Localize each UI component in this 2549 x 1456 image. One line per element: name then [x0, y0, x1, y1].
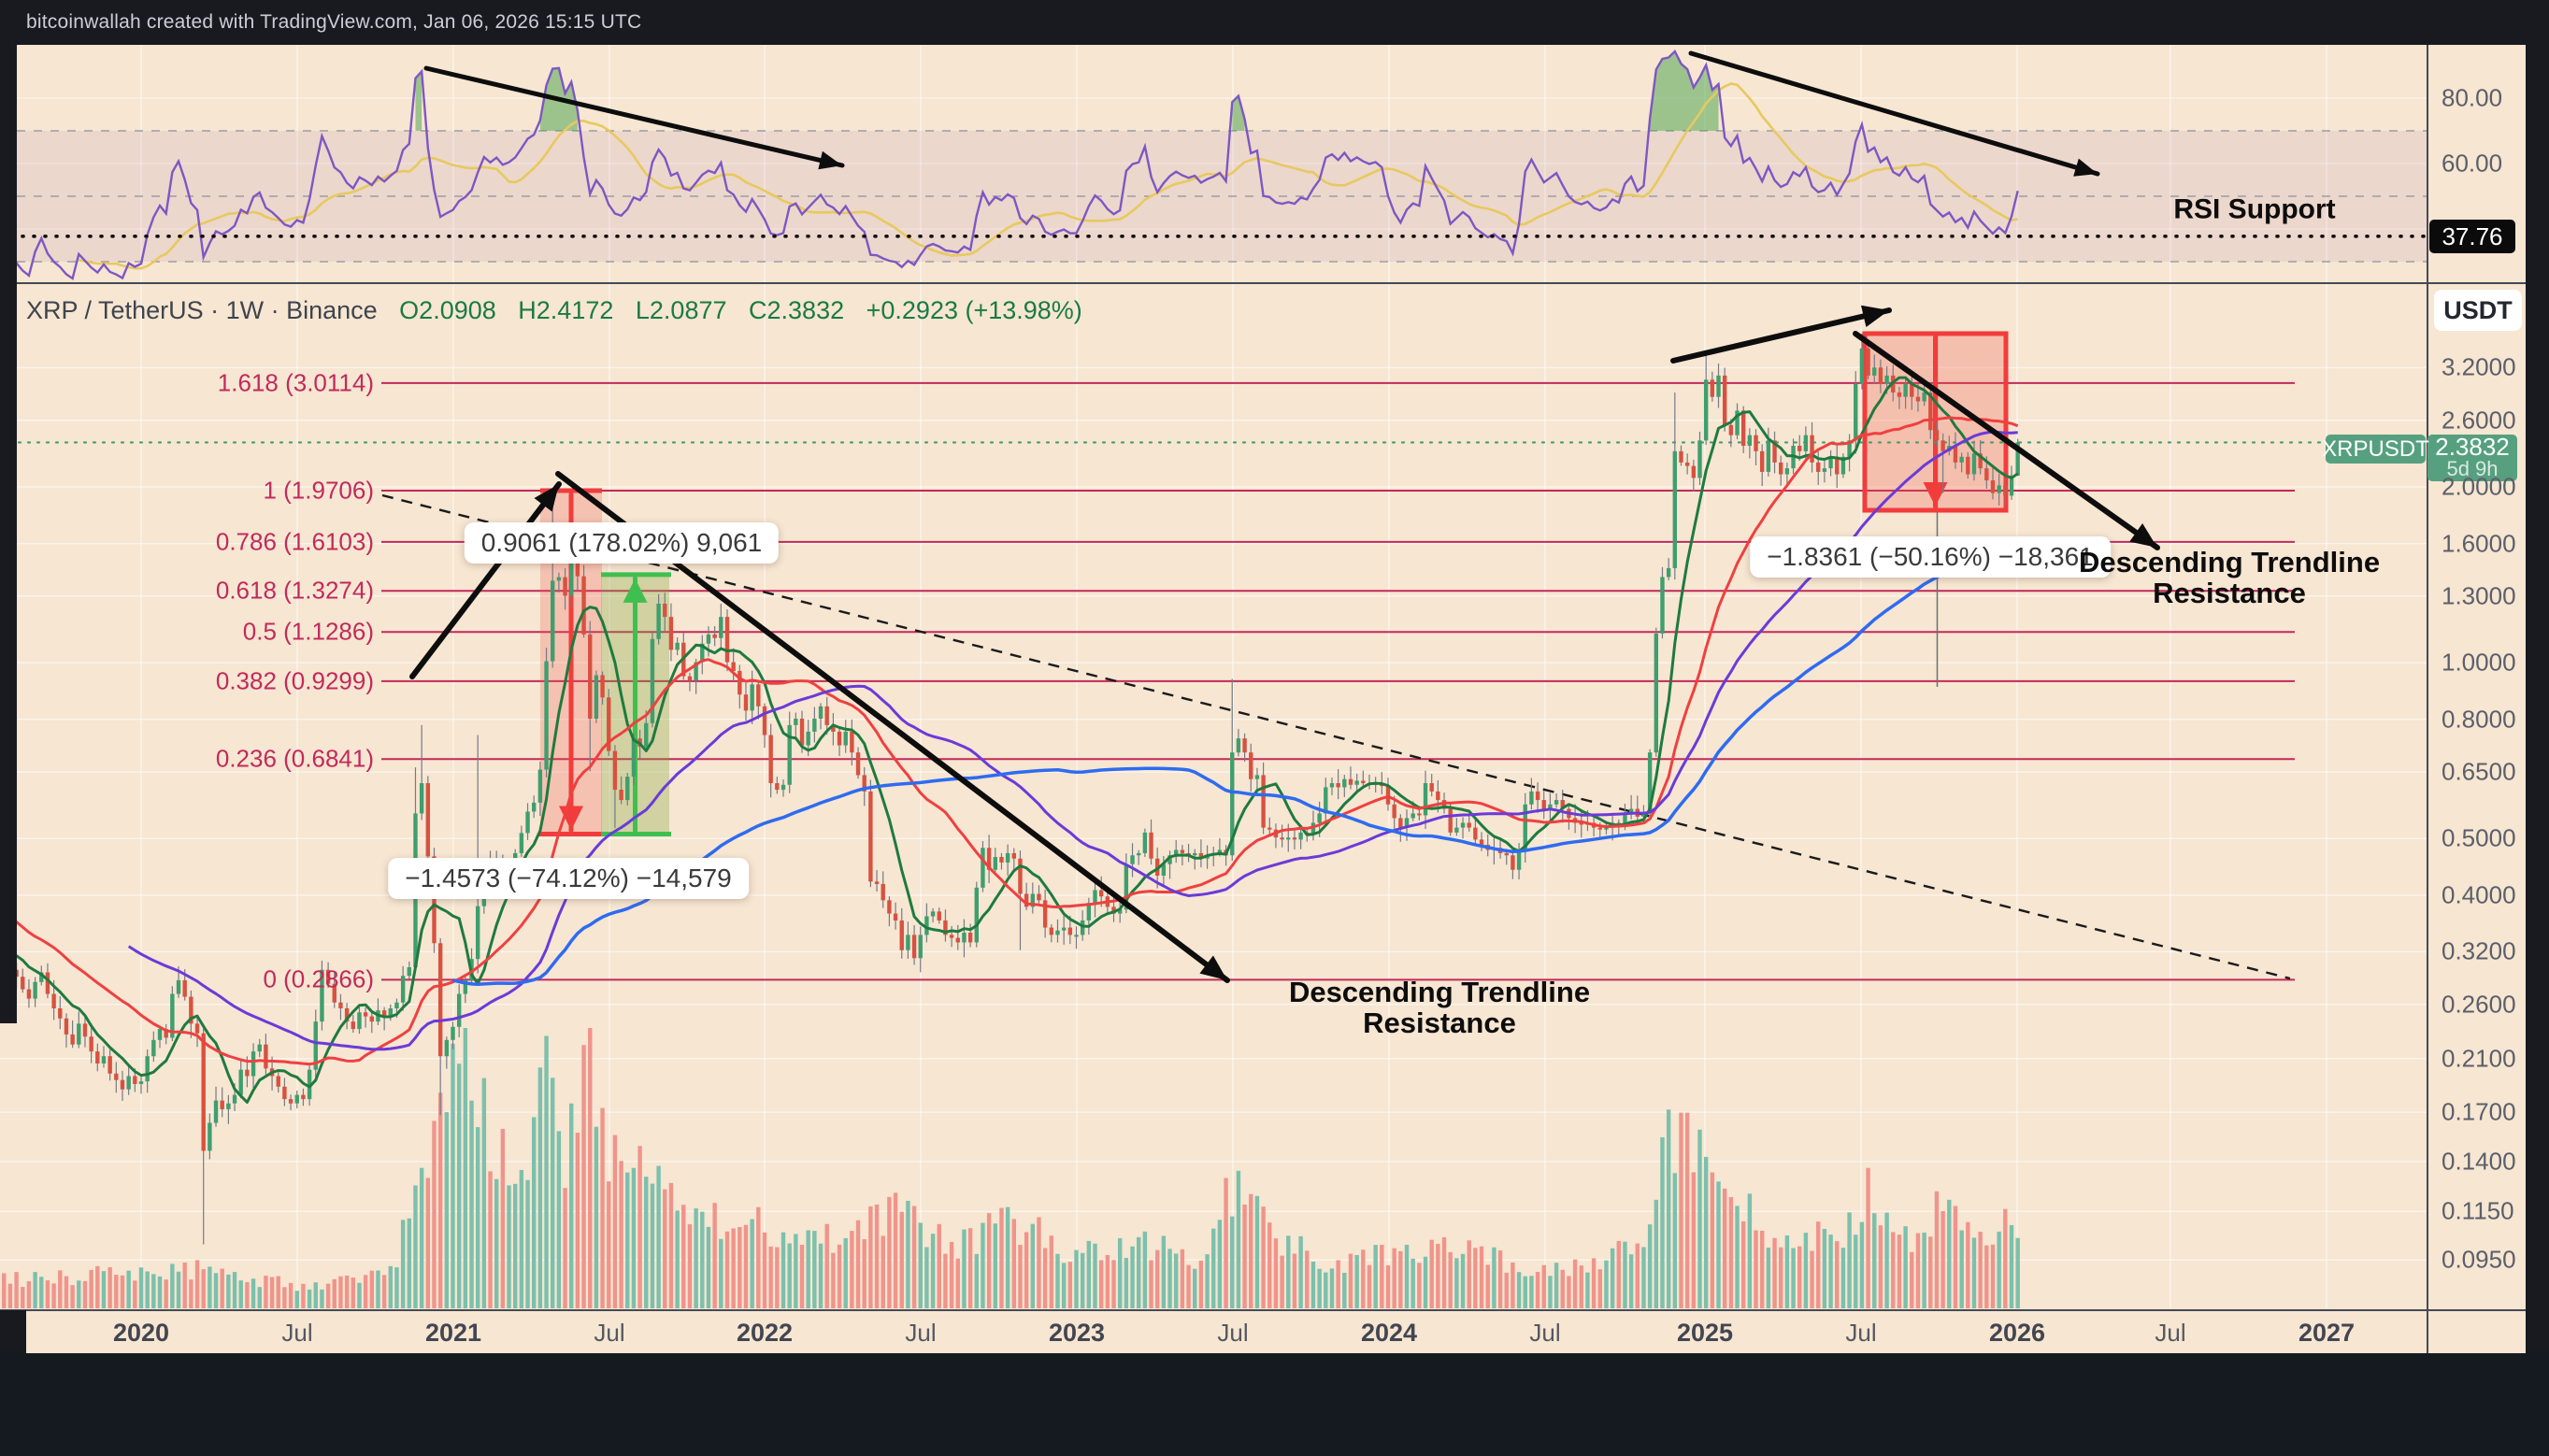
- descending-trendline-text-mid: Descending Trendline Resistance: [1289, 977, 1590, 1038]
- volume-bars: [2, 1028, 2020, 1308]
- attribution-text: bitcoinwallah created with TradingView.c…: [26, 11, 642, 33]
- right-edge-strip: [2526, 45, 2549, 1353]
- descending-trendline-text-right-line2: Resistance: [2153, 577, 2306, 609]
- x-axis-year-label[interactable]: 2026: [1988, 1319, 2046, 1347]
- main-pane: [0, 331, 2429, 981]
- price-scale-tick: 0.1400: [2442, 1147, 2516, 1176]
- x-axis-month-label[interactable]: Jul: [905, 1319, 937, 1347]
- rsi-pane: [0, 49, 2429, 280]
- fib-level-label: 0 (0.2866): [263, 964, 374, 993]
- x-axis-year-label[interactable]: 2025: [1676, 1319, 1734, 1347]
- ohlc-high: H2.4172: [518, 296, 614, 324]
- measure-label-up-2021[interactable]: 0.9061 (178.02%) 9,061: [464, 522, 780, 564]
- rsi-value-badge: 37.76: [2429, 220, 2515, 253]
- ma-52: [127, 430, 2018, 1051]
- x-axis-month-label[interactable]: Jul: [1217, 1319, 1249, 1347]
- measure-label-down-2025[interactable]: −1.8361 (−50.16%) −18,361: [1750, 536, 2111, 578]
- price-scale-tick: 0.5000: [2442, 823, 2516, 852]
- fib-level-label: 0.618 (1.3274): [215, 576, 374, 605]
- x-axis-year-label[interactable]: 2027: [2298, 1319, 2356, 1347]
- fib-level-label: 1 (1.9706): [263, 476, 374, 505]
- ohlc-change: +0.2923 (+13.98%): [866, 296, 1082, 324]
- price-scale-tick: 0.3200: [2442, 936, 2516, 965]
- symbol-title[interactable]: XRP / TetherUS · 1W · Binance: [26, 296, 378, 324]
- price-scale-tick: 0.6500: [2442, 757, 2516, 786]
- trendline-arrows: [409, 305, 2160, 983]
- x-axis-month-label[interactable]: Jul: [1529, 1319, 1561, 1347]
- price-scale-tick: 3.2000: [2442, 352, 2516, 381]
- left-edge-strip: [0, 45, 17, 1023]
- x-axis-year-label[interactable]: 2023: [1048, 1319, 1106, 1347]
- descending-trendline-text-right: Descending Trendline Resistance: [2079, 547, 2380, 608]
- last-price-value: 2.3832: [2435, 433, 2510, 461]
- price-scale-tick: 0.1150: [2442, 1196, 2514, 1225]
- rsi-scale-tick: 80.00: [2442, 83, 2503, 112]
- ma-26: [3, 416, 2019, 1066]
- x-axis-year-label[interactable]: 2024: [1360, 1319, 1418, 1347]
- descending-trendline-text-mid-line1: Descending Trendline: [1288, 976, 1591, 1008]
- bar-countdown: 5d 9h: [2446, 457, 2499, 480]
- ohlc-open: O2.0908: [399, 296, 496, 324]
- price-scale-tick: 1.6000: [2442, 529, 2516, 558]
- price-scale-tick: 0.1700: [2442, 1097, 2516, 1126]
- fib-level-label: 0.382 (0.9299): [215, 666, 374, 695]
- price-scale-tick: 2.0000: [2442, 472, 2516, 501]
- measure-label-down-2021[interactable]: −1.4573 (−74.12%) −14,579: [388, 858, 749, 899]
- currency-toggle-button[interactable]: USDT: [2434, 290, 2522, 331]
- descending-trendline-text-right-line1: Descending Trendline: [2078, 546, 2381, 578]
- rsi-scale-tick: 60.00: [2442, 149, 2503, 178]
- price-scale-tick: 0.0950: [2442, 1245, 2516, 1274]
- bottom-brand-bar: TradingView: [0, 1353, 2549, 1456]
- price-scale-tick: 0.2600: [2442, 990, 2516, 1019]
- last-price-badge[interactable]: 2.3832 5d 9h: [2427, 435, 2517, 481]
- price-scale-tick: 1.0000: [2442, 648, 2516, 677]
- ma-8: [4, 376, 2019, 1104]
- ma-104: [452, 542, 2019, 987]
- symbol-header: XRP / TetherUS · 1W · Binance O2.0908 H2…: [26, 296, 1082, 325]
- top-attribution-bar: bitcoinwallah created with TradingView.c…: [0, 0, 2549, 45]
- axis-corner-block: [0, 1310, 26, 1353]
- fib-level-label: 0.236 (0.6841): [215, 744, 374, 773]
- price-scale-tick: 0.4000: [2442, 880, 2516, 909]
- price-scale-tick: 2.6000: [2442, 406, 2516, 435]
- symbol-price-label: XRPUSDT: [2322, 435, 2429, 464]
- x-axis-month-label[interactable]: Jul: [1845, 1319, 1877, 1347]
- ohlc-low: L2.0877: [635, 296, 727, 324]
- x-axis-year-label[interactable]: 2021: [424, 1319, 482, 1347]
- pane-separators: [0, 45, 2549, 1353]
- moving-averages: [3, 376, 2019, 1104]
- candles: [2, 333, 2020, 1245]
- price-scale-tick: 0.2100: [2442, 1044, 2516, 1073]
- fib-level-label: 0.5 (1.1286): [242, 617, 374, 646]
- x-axis-month-label[interactable]: Jul: [281, 1319, 313, 1347]
- price-scale-tick: 1.3000: [2442, 581, 2516, 610]
- price-scale-tick: 0.8000: [2442, 705, 2516, 734]
- fib-level-label: 0.786 (1.6103): [215, 527, 374, 556]
- x-axis-year-label[interactable]: 2022: [736, 1319, 794, 1347]
- x-axis-month-label[interactable]: Jul: [2155, 1319, 2186, 1347]
- descending-trendline-text-mid-line2: Resistance: [1363, 1006, 1516, 1039]
- rsi-support-label: RSI Support: [2173, 193, 2336, 225]
- x-axis-month-label[interactable]: Jul: [594, 1319, 625, 1347]
- x-axis-year-label[interactable]: 2020: [112, 1319, 170, 1347]
- ohlc-close: C2.3832: [749, 296, 845, 324]
- fib-level-label: 1.618 (3.0114): [217, 368, 374, 397]
